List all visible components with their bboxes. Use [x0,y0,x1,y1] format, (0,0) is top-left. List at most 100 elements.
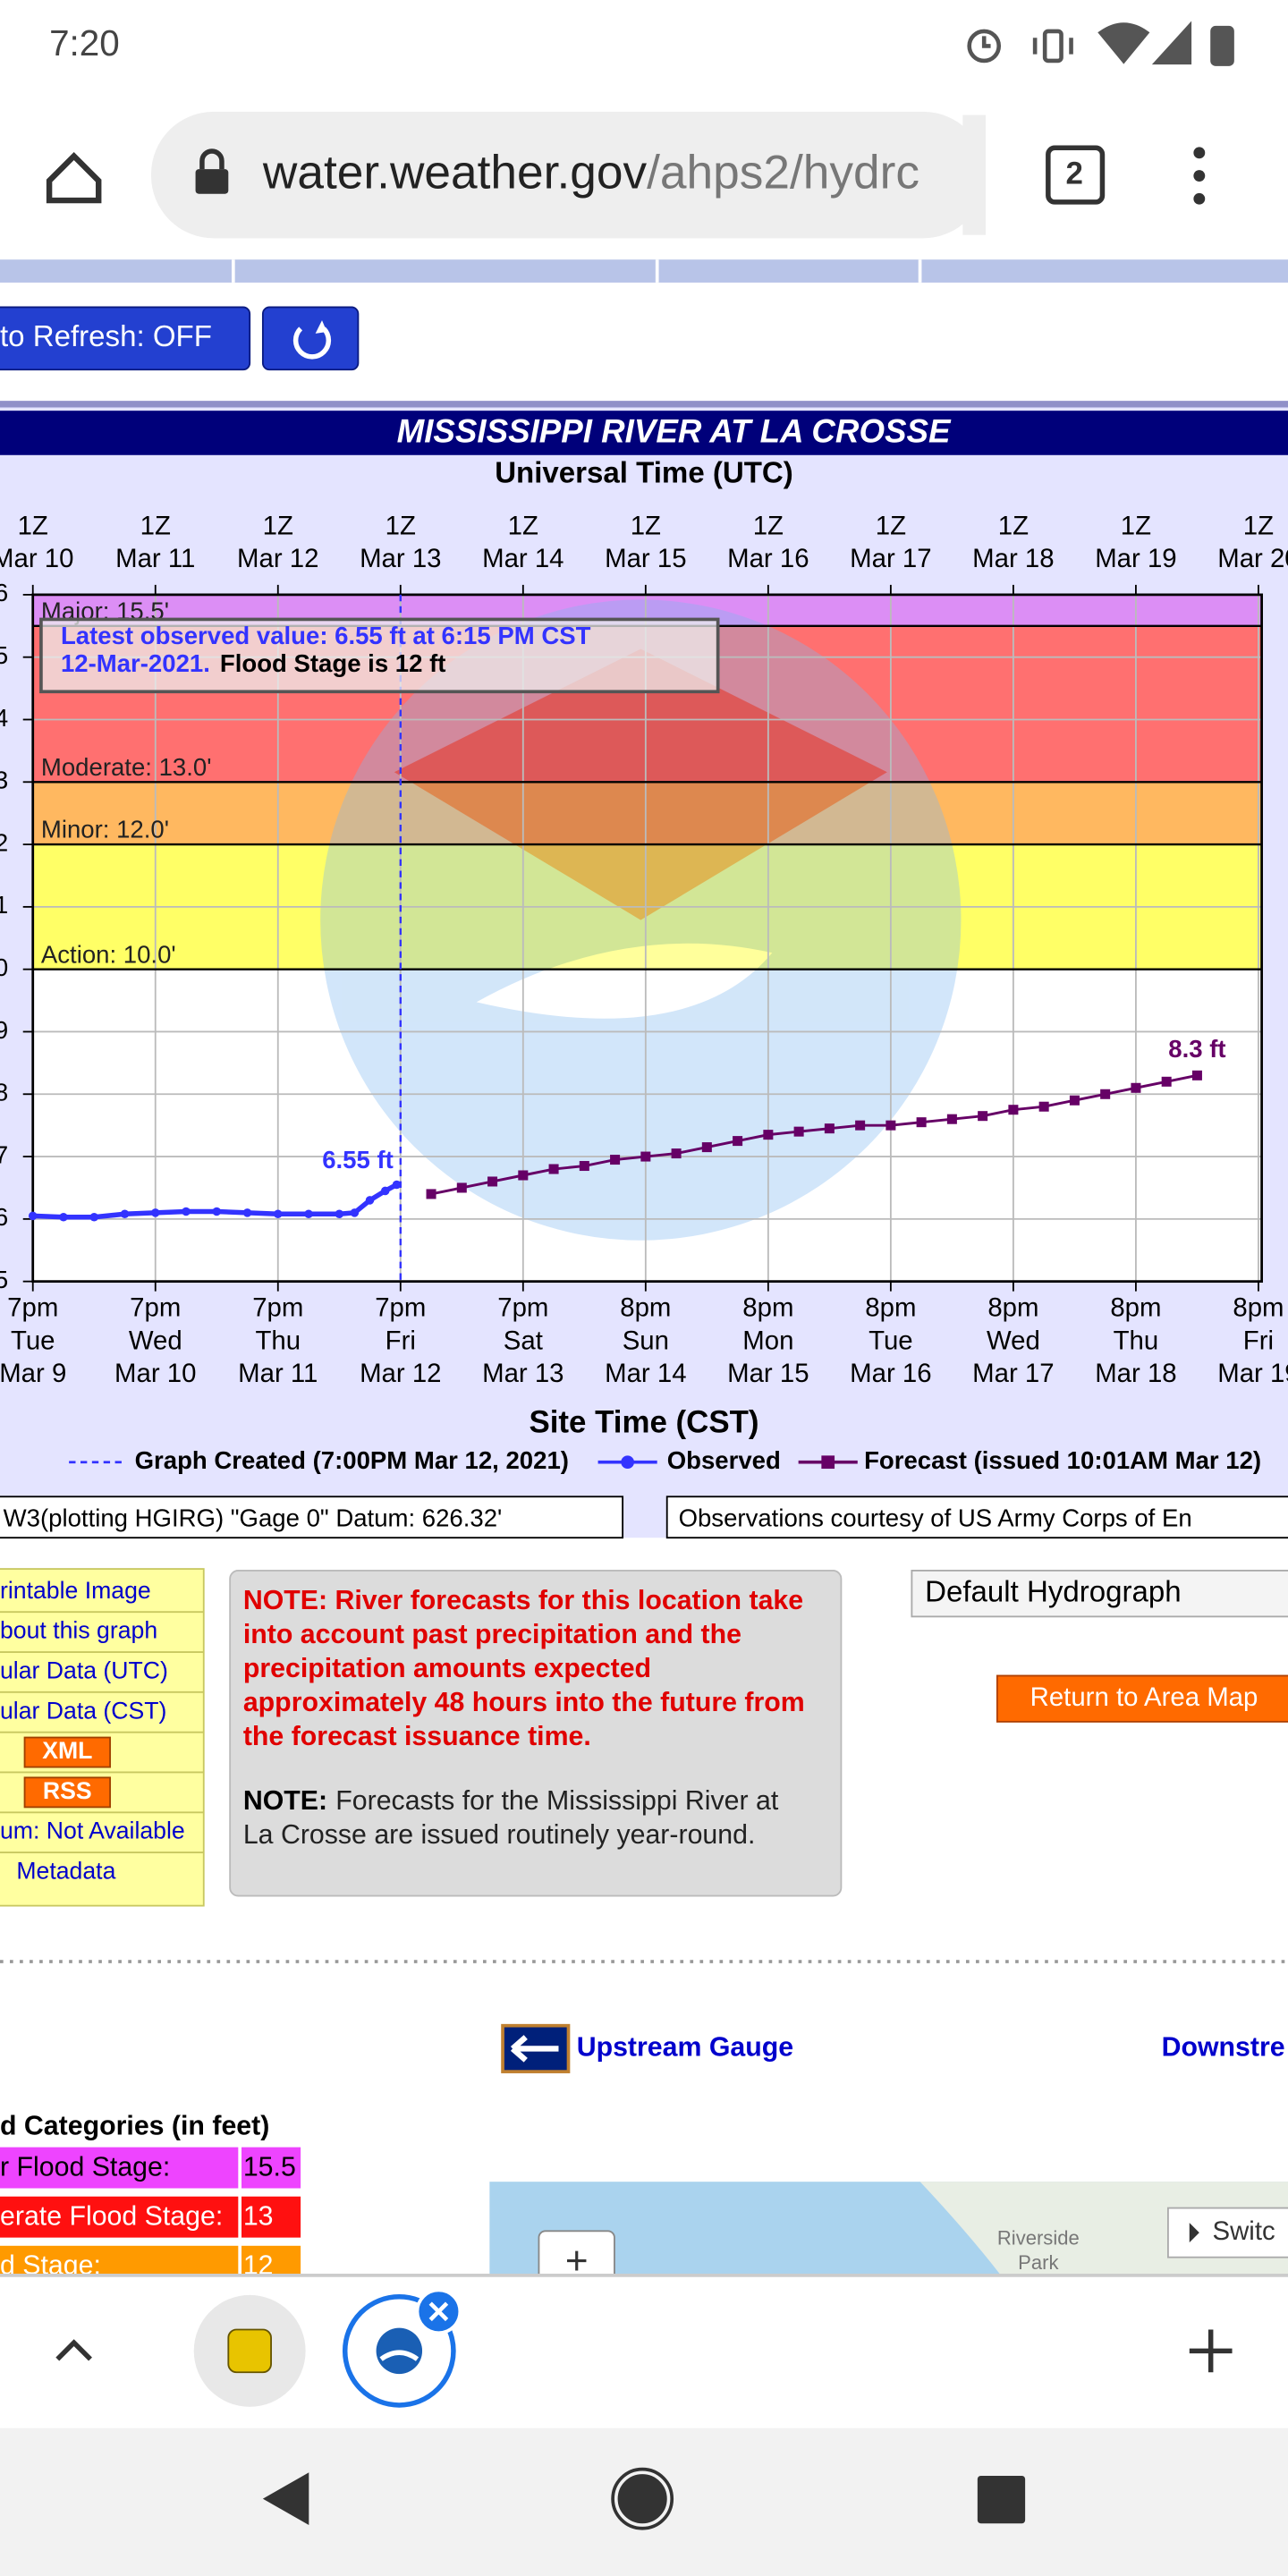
x-tick-label-cst: 8pm [987,1293,1038,1323]
x-tick-label-utc: Mar 15 [605,544,686,573]
category-value: 13 [243,2202,274,2232]
feed-link[interactable]: XML [42,1737,92,1764]
point [150,1208,160,1217]
map-switch-icon [1189,2223,1199,2243]
link[interactable]: um: Not Available [0,1818,185,1844]
legend-marker [821,1455,835,1470]
x-tick-label-cst: Mar 15 [727,1359,809,1388]
point [1069,1095,1080,1106]
x-tick-label-cst: Thu [1114,1326,1159,1355]
category-value: 15.5 [243,2152,296,2182]
point [946,1114,957,1124]
x-tick-label-cst: 8pm [1110,1293,1161,1323]
point [1191,1070,1202,1080]
point [335,1209,344,1219]
tab-favicon [227,2328,272,2374]
point [89,1212,99,1222]
tab-bar [0,2275,1288,2428]
x-tick-label-cst: 8pm [865,1293,916,1323]
point [456,1182,467,1193]
point [380,1186,390,1196]
return-button[interactable] [996,1674,1288,1723]
note-box [229,1570,843,1897]
courtesy: Observations courtesy of US Army Corps o… [679,1504,1192,1531]
x-tick-label-cst: Mar 16 [850,1359,931,1388]
x-tick-label-utc: 1Z [263,511,293,540]
point [365,1196,375,1205]
map-place: Park [1018,2251,1059,2274]
link[interactable]: ular Data (UTC) [0,1657,168,1683]
info-line: 12-Mar-2021. [61,649,210,677]
y-tick-label: 6 [0,1203,8,1231]
auto-refresh-label: to Refresh: OFF [0,320,212,353]
watermark-bird [476,943,773,1019]
return-button-label: Return to Area Map [1030,1682,1258,1712]
point [978,1111,988,1122]
x-tick-label-cst: Mar 9 [0,1359,66,1388]
downstream-link[interactable]: Downstre [1162,2032,1285,2062]
url-path: /ahps2/hydrc [647,147,919,199]
x-tick-label-cst: 8pm [1233,1293,1284,1323]
new-tab[interactable] [1189,2329,1233,2373]
x-axis-title: Site Time (CST) [529,1405,758,1440]
y-tick-label: 14 [0,704,8,732]
link[interactable]: ular Data (CST) [0,1697,166,1724]
nav-strip [0,259,1288,283]
noaa-favicon-bird [379,2350,419,2361]
point [120,1209,130,1219]
point [59,1212,68,1222]
point [28,1211,38,1221]
y-tick-label: 13 [0,767,8,794]
upstream-link[interactable]: Upstream Gauge [577,2032,793,2062]
point [1038,1101,1049,1112]
plot: Major: 15.5'Moderate: 13.0'Minor: 12.0'A… [0,511,1288,1388]
refresh-arrow [315,320,327,334]
link[interactable]: rintable Image [0,1577,151,1604]
x-tick-label-cst: Wed [129,1326,182,1355]
address-bar[interactable] [150,111,987,239]
point [793,1126,804,1137]
home-nav[interactable] [614,2470,671,2527]
lock-icon [195,148,229,194]
x-tick-label-utc: Mar 17 [850,544,931,573]
refresh-button[interactable] [261,306,360,371]
link[interactable]: Metadata [16,1858,115,1885]
feed-link[interactable]: RSS [43,1777,92,1804]
x-tick-label-utc: Mar 10 [0,544,73,573]
x-tick-label-cst: Mar 19 [1217,1359,1288,1388]
link[interactable]: bout this graph [0,1617,157,1644]
url-host: water.weather.gov [262,147,648,199]
back-button[interactable] [262,2472,309,2526]
nav-dividers [231,259,922,283]
tab-switcher[interactable] [1046,145,1106,205]
routine-note: La Crosse are issued routinely year-roun… [243,1820,756,1850]
y-tick-label: 8 [0,1079,8,1106]
info-box [39,617,720,694]
info-line: Latest observed value: 6.55 ft at 6:15 P… [61,622,591,649]
hydrograph-select[interactable] [911,1570,1288,1618]
auto-refresh-button[interactable] [0,306,251,371]
forecast-note: approximately 48 hours into the future f… [243,1688,805,1717]
menu-button[interactable] [1193,147,1206,205]
legend-created: Graph Created (7:00PM Mar 12, 2021) [135,1446,569,1474]
x-tick-label-utc: Mar 20 [1217,544,1288,573]
map-switch[interactable] [1167,2207,1288,2258]
y-tick-label: 12 [0,828,8,856]
category-value-cell [242,2245,301,2275]
y-tick-label: 9 [0,1016,8,1044]
x-tick-label-cst: Mar 10 [114,1359,196,1388]
point [350,1208,360,1217]
recents-button[interactable] [977,2475,1026,2524]
x-tick-label-utc: 1Z [998,511,1029,540]
legend-forecast: Forecast (issued 10:01AM Mar 12) [864,1446,1261,1474]
expand-tabs[interactable] [55,2339,92,2361]
y-tick-label: 10 [0,953,8,981]
forecast-note: into account past precipitation and the [243,1620,741,1649]
home-button[interactable] [46,151,102,204]
x-tick-label-cst: Sat [504,1326,543,1355]
x-tick-label-utc: 1Z [386,511,416,540]
point [671,1148,682,1159]
x-tick-label-cst: Mar 13 [482,1359,564,1388]
x-tick-label-utc: 1Z [876,511,906,540]
